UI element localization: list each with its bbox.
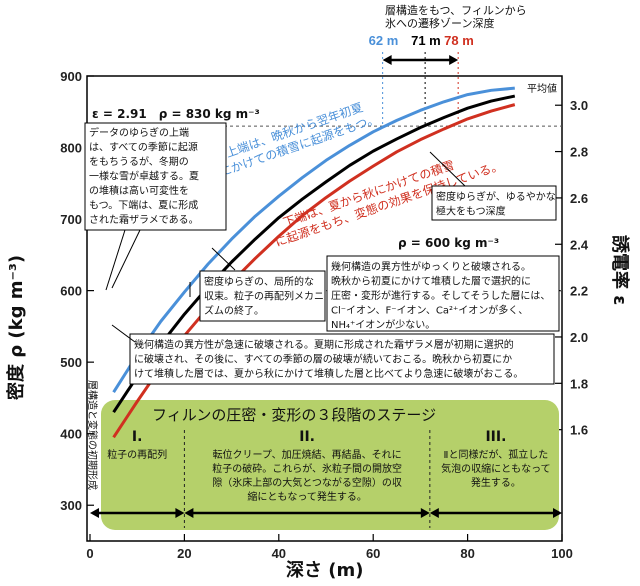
y-axis-title: 密度 ρ (kg m⁻³): [5, 255, 27, 400]
transition-arrow-right-head: [449, 55, 459, 65]
y-tick-label: 400: [60, 427, 82, 442]
note-arrows: [105, 151, 466, 343]
note-top-left-line: は、すべての季節に起源: [89, 141, 198, 154]
transition-title-1: 層構造をもつ、フィルンから: [385, 3, 527, 17]
x-tick-label: 20: [177, 546, 191, 561]
stage-desc-line: 粒子の再配列: [107, 448, 167, 461]
x-tick-label: 0: [86, 546, 93, 561]
note-right-mid-box: [326, 255, 560, 332]
note-top-left-line: の堆積は高い可変性を: [89, 184, 189, 197]
y-tick-label: 700: [60, 212, 82, 227]
y-tick-label: 500: [60, 355, 82, 370]
note-right-mid-line: 晩秋から初夏にかけて堆積した層で選択的に: [331, 275, 531, 288]
stage-band: [101, 400, 559, 530]
y2-tick-label: 2.6: [570, 191, 588, 206]
stage-num: III.: [485, 429, 506, 445]
y2-tick-label: 2.4: [570, 237, 589, 252]
stage-desc-line: 粒子の破砕。これらが、氷粒子間の開放空: [212, 462, 402, 475]
note-right-top-line: 極大をもつ深度: [436, 205, 506, 218]
x-axis-title: 深さ (m): [286, 559, 363, 581]
x-tick-label: 60: [366, 546, 380, 561]
plot-frame: [86, 75, 563, 542]
stage-desc-line: 転位クリープ、加圧焼結、再結晶、それに: [213, 448, 402, 461]
note-right-mid-line: 圧密・変形が進行する。そしてそうした層には、: [331, 289, 550, 302]
note-right-top-line: 密度ゆらぎが、ゆるやかな: [436, 190, 556, 203]
note-middle-left-line: 密度ゆらぎの、局所的な: [204, 275, 314, 288]
stage-arrow-head: [429, 508, 439, 518]
stage-title: フィルンの圧密・変形の３段階のステージ: [152, 406, 436, 424]
y-tick-label: 900: [60, 69, 82, 84]
y2-tick-label: 2.0: [570, 330, 588, 345]
y2-tick-label: 2.8: [570, 145, 588, 160]
stage-arrow-head: [90, 508, 99, 518]
note-top-left-line: 一様な雪が卓越する。夏: [89, 170, 199, 183]
stage-arrow-head: [184, 508, 194, 518]
y2-tick-label: 3.0: [570, 98, 588, 113]
note-top-left-line: された霜ザラメである。: [89, 214, 199, 226]
note-right-mid-line: NH₄⁺イオンが少ない。: [331, 318, 435, 331]
note-bottom-box: [129, 333, 555, 385]
x-tick-label: 80: [460, 546, 474, 561]
note-top-left-line: データのゆらぎの上端: [89, 126, 189, 139]
note-bottom-line: に破壊され、その後に、すべての季節の層の破壊が続いておこる。晩秋から初夏にか: [134, 353, 512, 366]
stage-num: I.: [132, 429, 143, 445]
stage-arrow-head: [175, 508, 185, 518]
x-tick-label: 40: [272, 546, 286, 561]
stage-desc-line: 発生する。: [471, 476, 521, 489]
stage-desc-line: 縮にともなって発生する。: [247, 490, 367, 503]
series-line-0: [112, 94, 516, 414]
depth-label-78: 78 m: [444, 33, 474, 48]
stage-num: II.: [299, 429, 315, 445]
note-top-left-box: [84, 122, 227, 231]
note-right-mid-line: 幾何構造の異方性がゆっくりと破壊される。: [331, 260, 531, 273]
x-tick-label: 100: [551, 546, 573, 561]
y-tick-label: 300: [60, 498, 82, 513]
note-top-left-line: をもちうるが、冬期の: [89, 155, 189, 168]
y2-tick-label: 2.2: [570, 284, 588, 299]
note-middle-left-line: 収束。粒子の再配列メカニ: [204, 290, 324, 303]
note-right-top-box: [431, 185, 557, 221]
stage-desc-line: Ⅱと同様だが、孤立した: [444, 448, 549, 461]
y2-tick-label: 1.8: [570, 376, 588, 391]
y2-axis-title: 誘電率 ε: [609, 235, 631, 305]
stage-0-label: 層構造と変態の初期形成: [86, 380, 99, 490]
transition-title-2: 氷への遷移ゾーン深度: [385, 16, 494, 30]
note-middle-left-box: [199, 270, 326, 322]
y2-tick-label: 1.6: [570, 423, 588, 438]
y-tick-label: 600: [60, 284, 82, 299]
mean-label: 平均値: [527, 82, 557, 95]
stage-arrow-head: [553, 508, 562, 518]
y-tick-label: 800: [60, 141, 82, 156]
note-middle-left-line: ズムの終了。: [204, 304, 264, 317]
note-right-mid-line: Cl⁻イオン、F⁻イオン、Ca²⁺イオンが多く、: [331, 304, 528, 317]
note-bottom-line: けて堆積した層では、夏から秋にかけて堆積した層と比べてより急速に破壊がおこる。: [134, 367, 523, 380]
stage-desc-line: 気泡の収縮にともなって: [441, 462, 551, 475]
ref-label-830: ε = 2.91 ρ = 830 kg m⁻³: [92, 107, 260, 121]
ref-label-600: ρ = 600 kg m⁻³: [398, 236, 499, 250]
note-top-left-line: もつ。下端は、夏に形成: [89, 199, 198, 212]
note-bottom-line: 幾何構造の異方性が急速に破壊される。夏期に形成された霜ザラメ層が初期に選択的: [134, 338, 514, 351]
transition-arrow-left-head: [382, 55, 392, 65]
stage-arrow-head: [420, 508, 430, 518]
series-line-1: [112, 86, 515, 394]
depth-label-62: 62 m: [369, 33, 399, 48]
stage-desc-line: 隙（氷床上部の大気とつながる空隙）の収: [212, 476, 402, 489]
depth-label-71: 71 m: [411, 33, 441, 48]
